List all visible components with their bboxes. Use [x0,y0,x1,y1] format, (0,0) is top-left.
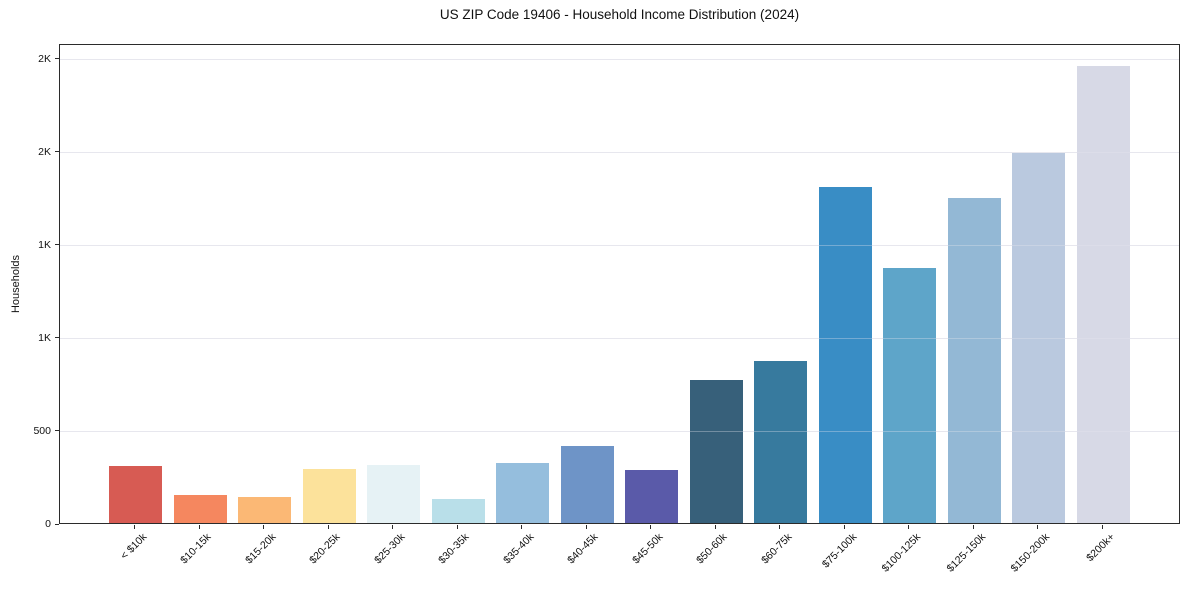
x-tick-label: $75-100k [819,531,859,571]
gridline [60,59,1179,61]
bar [818,187,872,523]
x-tick-mark [327,525,329,529]
x-tick-label: $150-200k [1008,531,1053,575]
x-tick-mark [779,525,781,529]
x-tick-label: $20-25k [307,531,343,567]
x-tick-label: $50-60k [694,531,730,567]
x-tick-mark [908,525,910,529]
x-tick-label: $15-20k [242,531,279,567]
y-tick-label: 1K [38,238,51,251]
y-tick-mark [55,244,59,246]
x-tick-label: $60-75k [759,531,795,567]
gridline [60,338,1179,340]
x-tick-mark [198,525,200,529]
y-tick-mark [55,337,59,339]
bar [367,465,421,523]
x-tick-mark [1037,525,1039,529]
chart-title: US ZIP Code 19406 - Household Income Dis… [439,7,800,22]
x-tick-label: $125-150k [944,531,988,575]
x-tick-mark [263,525,265,529]
bar [560,445,614,523]
x-tick-mark [1101,525,1103,529]
x-tick-label: $200k+ [1083,531,1117,565]
bar [109,466,163,523]
x-tick-label: $100-125k [879,531,924,575]
gridline [60,152,1179,154]
x-tick-mark [843,525,845,529]
bar [173,495,227,523]
gridline [60,59,1179,61]
bar [947,198,1001,523]
bar [302,469,356,523]
x-tick-label: $25-30k [372,531,408,567]
x-tick-label: $10-15k [178,531,214,567]
x-tick-mark [650,525,652,529]
y-tick-mark [55,523,59,525]
y-tick-label: 2K [38,145,51,158]
x-tick-mark [521,525,523,529]
bar [1076,66,1130,523]
gridline [60,152,1179,154]
x-tick-mark [392,525,394,529]
x-tick-mark [585,525,587,529]
plot-area [59,44,1180,524]
bar [496,463,550,523]
y-tick-label: 0 [45,518,51,530]
gridline [60,338,1179,340]
x-tick-label: $45-50k [630,531,666,567]
x-tick-label: $30-35k [436,531,472,567]
y-tick-label: 2K [38,52,51,65]
y-tick-mark [55,58,59,60]
bar [625,469,679,523]
x-tick-label: $35-40k [501,531,537,567]
x-tick-label: $40-45k [565,531,601,567]
gridline [60,431,1179,433]
bar [238,496,292,523]
bar [883,268,937,523]
y-axis-label: Households [10,254,22,314]
bar [754,361,808,523]
x-tick-mark [456,525,458,529]
bar [1012,152,1066,523]
x-tick-label: < $10k [118,531,150,562]
x-tick-mark [134,525,136,529]
bar [431,498,485,523]
y-tick-mark [55,430,59,432]
y-tick-mark [55,151,59,153]
y-tick-label: 1K [38,331,51,344]
x-tick-mark [714,525,716,529]
gridline [60,245,1179,247]
gridline [60,245,1179,247]
gridline [60,431,1179,433]
x-tick-mark [972,525,974,529]
y-tick-label: 500 [33,424,51,437]
bar [689,379,743,523]
